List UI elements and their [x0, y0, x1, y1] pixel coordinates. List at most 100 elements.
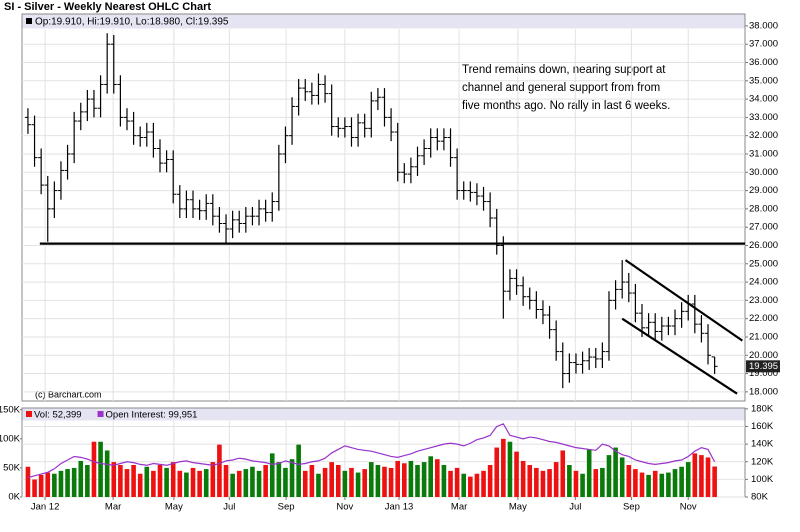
x-tick-label: Nov: [680, 502, 697, 513]
volume-bar: [329, 462, 334, 497]
volume-bar: [362, 469, 367, 497]
y-tick-label: 0K: [8, 492, 20, 503]
y-tick-label: 26.000: [749, 240, 778, 251]
volume-bar: [335, 465, 341, 497]
volume-bar: [652, 470, 658, 497]
x-tick-label: Sep: [278, 502, 295, 513]
volume-bar: [474, 473, 480, 497]
x-tick-label: Mar: [451, 502, 467, 513]
volume-bar: [289, 459, 295, 497]
volume-bar: [520, 460, 526, 497]
x-tick-label: May: [509, 502, 527, 513]
volume-bar: [692, 453, 698, 497]
volume-bar: [250, 466, 255, 497]
volume-bar: [52, 473, 57, 497]
volume-bar: [507, 441, 513, 497]
last-price-label: 19.395: [749, 361, 778, 372]
volume-bar: [65, 469, 70, 497]
y-tick-label: 27.000: [749, 222, 778, 233]
volume-bar: [111, 462, 117, 497]
trendline: [624, 259, 743, 342]
volume-bar: [124, 469, 130, 497]
y-tick-label: 29.000: [749, 185, 778, 196]
y-tick-label: 23.000: [749, 295, 778, 306]
volume-bar: [441, 465, 447, 497]
volume-bar: [256, 470, 262, 497]
y-tick-label: 38.000: [749, 20, 778, 31]
volume-bar: [144, 466, 150, 497]
volume-bar: [395, 460, 400, 497]
y-tick-label: 22.000: [749, 313, 778, 324]
volume-bar: [342, 470, 348, 497]
volume-bar: [243, 469, 249, 497]
x-tick-label: Mar: [105, 502, 121, 513]
volume-bar: [296, 444, 301, 497]
volume-bar: [388, 467, 394, 497]
volume-bar: [322, 467, 328, 497]
volume-bar: [78, 460, 84, 497]
x-tick-label: Jan 13: [385, 502, 414, 513]
volume-bar: [368, 462, 374, 497]
volume-bar: [461, 473, 467, 497]
price-header: Op:19.910, Hi:19.910, Lo:18.980, Cl:19.3…: [35, 17, 229, 28]
volume-bar: [375, 465, 381, 497]
volume-bar: [190, 467, 196, 497]
trendline: [621, 317, 738, 395]
y2-tick-label: 80K: [751, 492, 769, 503]
legend-label: Vol: 52,399: [34, 410, 82, 421]
volume-bar: [263, 465, 268, 497]
volume-bar: [197, 470, 202, 497]
volume-bar: [586, 449, 592, 497]
volume-bar: [448, 470, 453, 497]
volume-bar: [230, 473, 235, 497]
volume-bar: [184, 472, 189, 497]
volume-bar: [91, 441, 97, 497]
y-tick-label: 35.000: [749, 75, 778, 86]
volume-bar: [25, 466, 31, 497]
volume-bar: [223, 465, 229, 497]
y-tick-label: 25.000: [749, 258, 778, 269]
volume-bar: [633, 469, 638, 497]
volume-bar: [45, 472, 51, 497]
y2-tick-label: 140K: [751, 439, 774, 450]
y2-tick-label: 100K: [751, 474, 774, 485]
header-marker: [26, 18, 32, 24]
volume-bar: [316, 473, 321, 497]
legend-swatch: [97, 411, 104, 417]
y-tick-label: 100K: [0, 433, 21, 444]
plot-layer: 18.000 19.000 20.000 21.000 22.000 23.000 24.0…: [0, 20, 780, 513]
volume-bar: [679, 466, 684, 497]
x-tick-label: Nov: [336, 502, 353, 513]
volume-bar: [494, 447, 500, 497]
volume-bar: [302, 470, 308, 497]
y-tick-label: 50K: [3, 462, 21, 473]
volume-bar: [454, 467, 460, 497]
annotation: channel and general support from from: [462, 82, 660, 94]
y-tick-label: 19.000: [749, 368, 778, 379]
volume-bar: [408, 460, 414, 497]
volume-bar: [98, 441, 103, 497]
volume-bar: [164, 467, 169, 497]
volume-bar: [593, 469, 599, 497]
volume-bar: [118, 465, 123, 497]
volume-bar: [435, 459, 440, 497]
y-tick-label: 36.000: [749, 57, 778, 68]
volume-bar: [428, 456, 434, 497]
chart-title: SI - Silver - Weekly Nearest OHLC Chart: [4, 1, 211, 13]
volume-bar: [666, 472, 671, 497]
volume-bar: [131, 465, 136, 497]
x-tick-label: Jul: [223, 502, 235, 513]
volume-bar: [712, 466, 717, 497]
volume-bar: [32, 479, 37, 497]
volume-bar: [355, 472, 361, 497]
legend-label: Open Interest: 99,951: [106, 410, 198, 421]
y-tick-label: 28.000: [749, 203, 778, 214]
volume-bar: [217, 444, 222, 497]
y-tick-label: 34.000: [749, 94, 778, 105]
volume-bar: [613, 447, 618, 497]
volume-bar: [487, 465, 493, 497]
volume-bar: [553, 462, 559, 497]
volume-bar: [210, 462, 216, 497]
